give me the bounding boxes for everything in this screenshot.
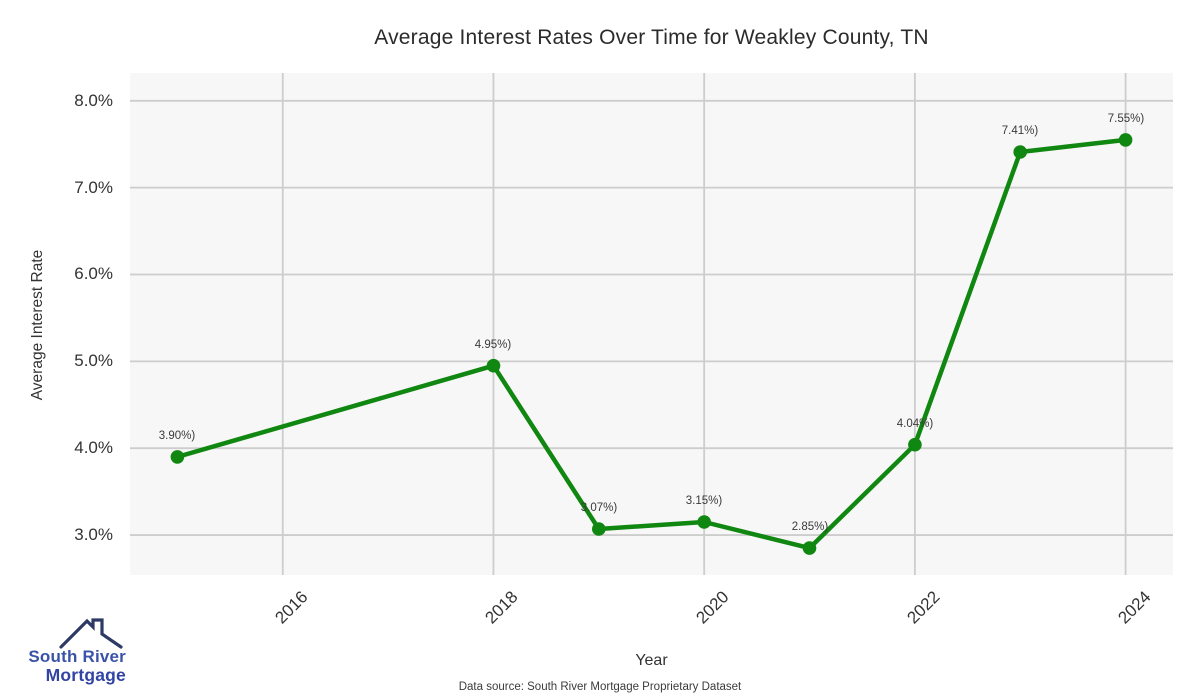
- data-point-marker: [1013, 145, 1027, 159]
- point-value-label: 3.15%): [685, 495, 723, 507]
- y-tick-label: 7.0%: [74, 178, 113, 197]
- point-value-label: 7.41%): [1001, 125, 1039, 137]
- logo-text-line2: Mortgage: [45, 665, 126, 685]
- data-point-marker: [908, 437, 922, 452]
- y-tick-label: 8.0%: [74, 91, 113, 110]
- y-tick-label: 5.0%: [74, 351, 113, 370]
- point-value-label: 2.85%): [791, 521, 829, 533]
- interest-rate-series-line: [175, 137, 1128, 551]
- y-tick-label: 3.0%: [74, 525, 113, 544]
- data-point-marker: [170, 450, 185, 464]
- logo-text-line1: South River: [28, 647, 126, 666]
- plot-area-background: [130, 73, 1173, 575]
- y-tick-label: 4.0%: [74, 438, 113, 457]
- data-point-marker: [802, 541, 817, 555]
- point-value-label: 7.55%): [1107, 113, 1145, 125]
- data-point-marker: [486, 358, 501, 373]
- data-source-note: Data source: South River Mortgage Propri…: [458, 681, 742, 693]
- south-river-mortgage-logo: South River Mortgage: [24, 616, 126, 694]
- point-value-label: 3.90%): [158, 430, 196, 442]
- chart-title: Average Interest Rates Over Time for Wea…: [374, 26, 929, 49]
- y-tick-label: 6.0%: [74, 264, 113, 283]
- data-point-marker: [1118, 133, 1133, 147]
- point-value-label: 3.07%): [580, 502, 618, 514]
- y-axis-title: Average Interest Rate: [29, 249, 46, 401]
- data-point-marker: [592, 522, 606, 536]
- x-axis-title: Year: [635, 652, 668, 669]
- point-value-label: 4.95%): [474, 339, 512, 351]
- point-value-label: 4.04%): [896, 418, 934, 430]
- house-roof-icon: [59, 618, 123, 649]
- data-point-marker: [697, 515, 711, 529]
